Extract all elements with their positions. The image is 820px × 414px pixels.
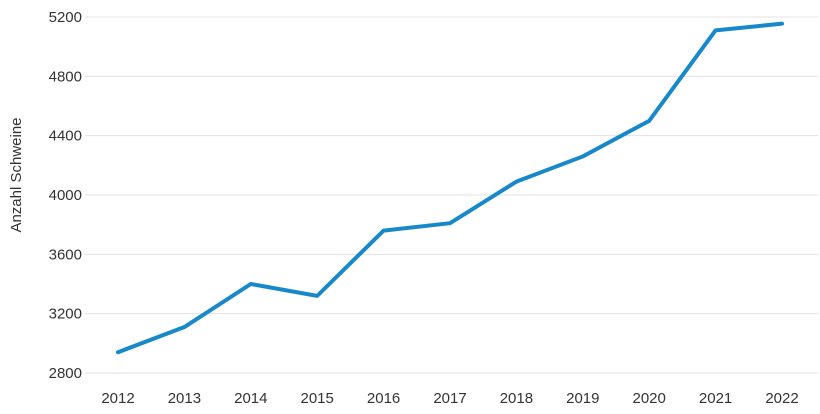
x-tick-label: 2012: [101, 390, 134, 407]
x-tick-label: 2019: [566, 390, 599, 407]
x-tick-label: 2016: [367, 390, 400, 407]
y-tick-label: 3200: [49, 306, 82, 323]
y-axis-title: Anzahl Schweine: [8, 117, 25, 233]
x-tick-label: 2021: [699, 390, 732, 407]
x-tick-label: 2020: [633, 390, 666, 407]
y-tick-label: 4400: [49, 128, 82, 145]
y-tick-label: 3600: [49, 246, 82, 263]
x-tick-label: 2014: [234, 390, 267, 407]
x-tick-label: 2015: [301, 390, 334, 407]
y-tick-label: 4000: [49, 187, 82, 204]
x-tick-label: 2013: [168, 390, 201, 407]
x-tick-label: 2017: [433, 390, 466, 407]
y-tick-label: 5200: [49, 9, 82, 26]
y-tick-label: 4800: [49, 68, 82, 85]
y-tick-label: 2800: [49, 365, 82, 382]
data-series-line: [116, 21, 784, 355]
x-tick-label: 2022: [765, 390, 798, 407]
x-tick-label: 2018: [500, 390, 533, 407]
